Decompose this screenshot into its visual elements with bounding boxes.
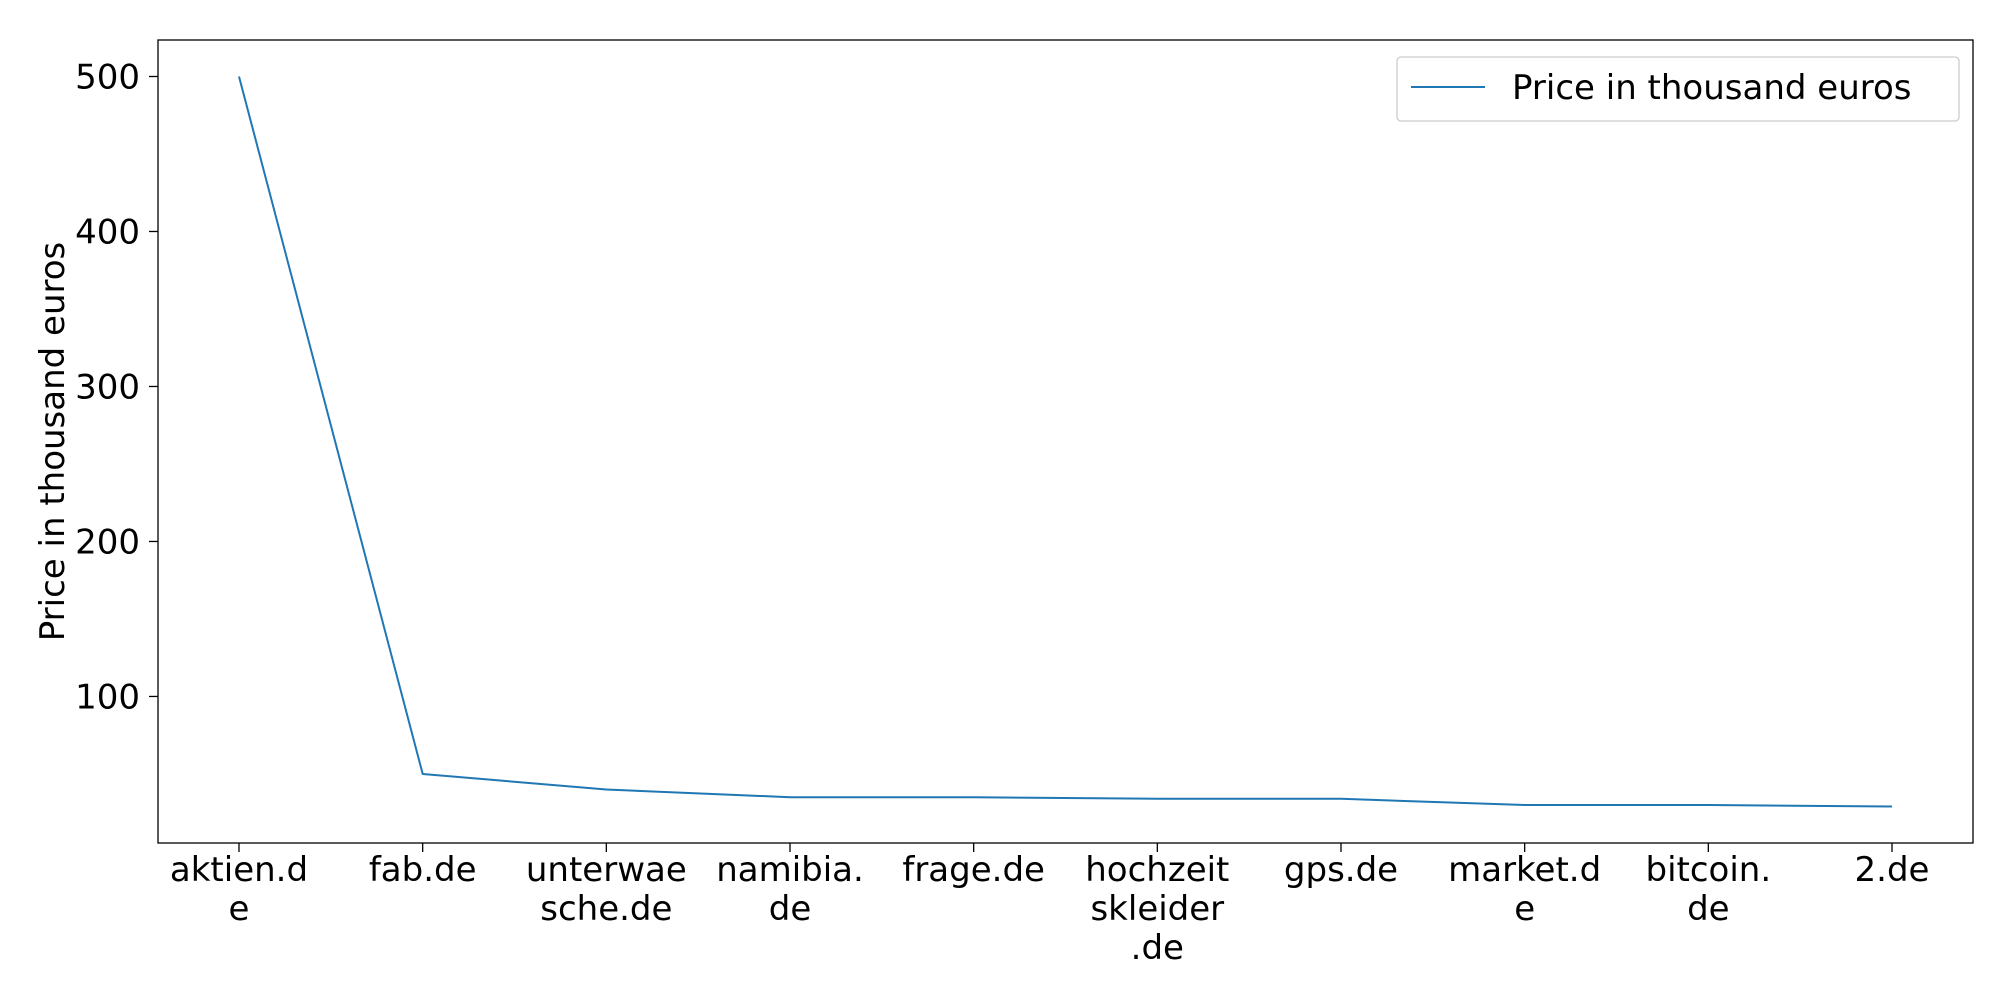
legend: Price in thousand euros [1396,56,1960,122]
x-tick-label: bitcoin. de [1645,850,1771,929]
legend-label: Price in thousand euros [1512,68,1911,108]
y-axis-title: Price in thousand euros [33,242,73,641]
x-tick-label: gps.de [1284,850,1398,890]
x-tick-label: market.d e [1448,850,1601,929]
y-tick-label: 200 [75,522,140,562]
y-tick-label: 500 [75,58,140,98]
y-tick-label: 400 [75,212,140,252]
plot-area-frame [157,39,1974,844]
series-line [238,76,1893,808]
x-axis-ticks: aktien.d e fab.de unterwae sche.de namibia. de… [170,843,1930,968]
x-tick-label: unterwae sche.de [526,850,687,929]
y-tick-label: 100 [75,677,140,717]
series-layer [238,76,1893,808]
x-tick-label: frage.de [902,850,1045,890]
x-tick-label: aktien.d e [170,850,308,929]
x-tick-label: namibia. de [716,850,864,929]
legend-box [1396,56,1960,122]
x-tick-label: 2.de [1855,850,1930,890]
x-tick-label: fab.de [369,850,477,890]
x-tick-label: hochzeit skleider .de [1085,850,1229,968]
y-axis-ticks: 100 200 300 400 500 [75,58,158,717]
y-tick-label: 300 [75,367,140,407]
